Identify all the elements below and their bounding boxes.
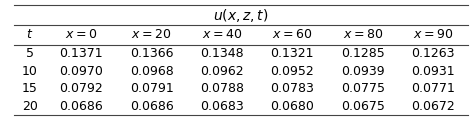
Text: 0.0788: 0.0788 bbox=[200, 82, 244, 95]
Text: 0.0939: 0.0939 bbox=[341, 65, 385, 78]
Text: 0.0686: 0.0686 bbox=[130, 100, 174, 113]
Text: $x = 90$: $x = 90$ bbox=[413, 28, 453, 41]
Text: 0.0931: 0.0931 bbox=[411, 65, 455, 78]
Text: 0.0672: 0.0672 bbox=[411, 100, 455, 113]
Text: 0.1321: 0.1321 bbox=[271, 47, 314, 60]
Text: 0.0970: 0.0970 bbox=[59, 65, 103, 78]
Text: 0.0771: 0.0771 bbox=[411, 82, 455, 95]
Text: 0.0968: 0.0968 bbox=[130, 65, 174, 78]
Text: 0.0962: 0.0962 bbox=[200, 65, 244, 78]
Text: 0.1366: 0.1366 bbox=[130, 47, 173, 60]
Text: 0.0686: 0.0686 bbox=[59, 100, 103, 113]
Text: $x = 0$: $x = 0$ bbox=[65, 28, 97, 41]
Text: $x = 60$: $x = 60$ bbox=[272, 28, 312, 41]
Text: 0.0952: 0.0952 bbox=[271, 65, 314, 78]
Text: $x = 80$: $x = 80$ bbox=[342, 28, 383, 41]
Text: 20: 20 bbox=[22, 100, 38, 113]
Text: 0.1263: 0.1263 bbox=[412, 47, 455, 60]
Text: 0.0791: 0.0791 bbox=[130, 82, 174, 95]
Text: 10: 10 bbox=[22, 65, 38, 78]
Text: 0.0675: 0.0675 bbox=[341, 100, 385, 113]
Text: 0.0683: 0.0683 bbox=[200, 100, 244, 113]
Text: 0.0680: 0.0680 bbox=[271, 100, 314, 113]
Text: 0.0775: 0.0775 bbox=[341, 82, 385, 95]
Text: 0.1371: 0.1371 bbox=[59, 47, 103, 60]
Text: $x = 20$: $x = 20$ bbox=[131, 28, 172, 41]
Text: 0.0792: 0.0792 bbox=[59, 82, 103, 95]
Text: 0.0783: 0.0783 bbox=[271, 82, 314, 95]
Text: 0.1348: 0.1348 bbox=[200, 47, 244, 60]
Text: 0.1285: 0.1285 bbox=[341, 47, 385, 60]
Text: 5: 5 bbox=[26, 47, 34, 60]
Text: $x = 40$: $x = 40$ bbox=[202, 28, 242, 41]
Text: $u(x, z, t)$: $u(x, z, t)$ bbox=[213, 6, 269, 24]
Text: 15: 15 bbox=[22, 82, 38, 95]
Text: $t$: $t$ bbox=[26, 28, 34, 41]
